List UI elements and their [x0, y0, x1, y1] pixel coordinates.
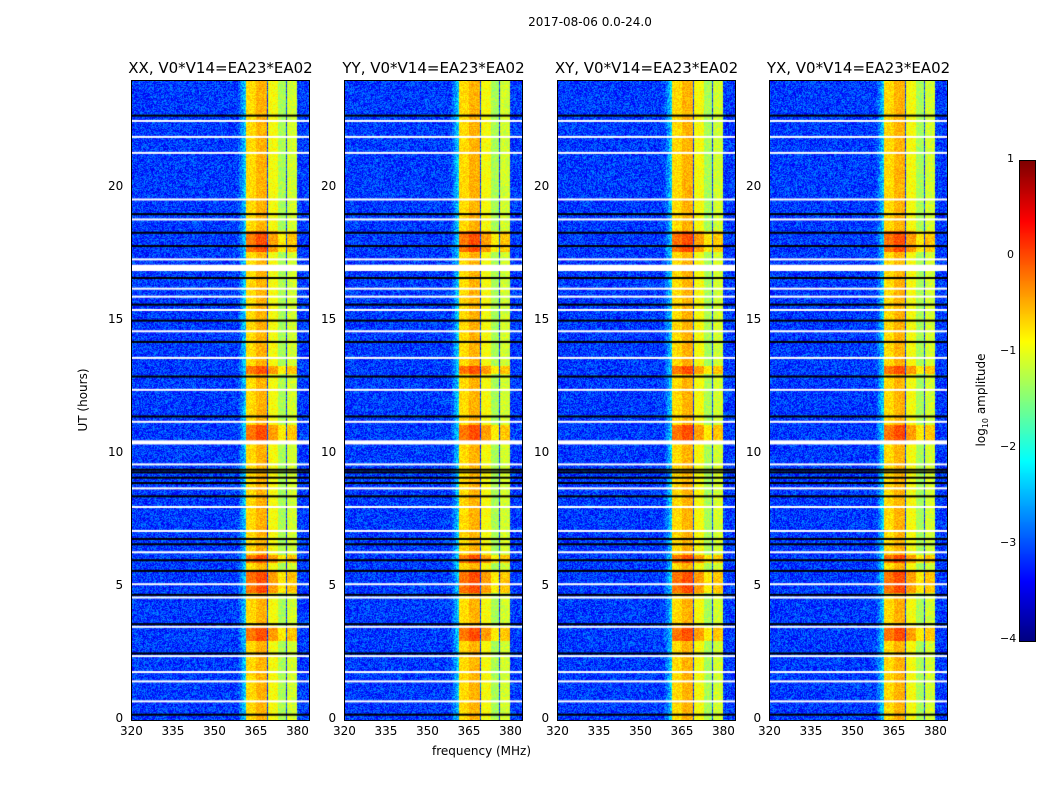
panel-title: XY, V0*V14=EA23*EA02	[554, 59, 739, 77]
colorbar-tick-label: −4	[1000, 632, 1017, 645]
heatmap-image	[770, 81, 947, 720]
waterfall-panel-3: YX, V0*V14=EA23*EA02	[767, 59, 950, 721]
colorbar-tick-label: 1	[1007, 152, 1014, 165]
x-tick-label: 365	[882, 724, 906, 738]
colorbar-label: log10 amplitude	[973, 353, 991, 447]
waterfall-panel-0: XX, V0*V14=EA23*EA02	[128, 59, 313, 721]
x-tick-label: 350	[415, 724, 439, 738]
y-tick-label: 20	[321, 178, 337, 193]
y-tick-label: 20	[746, 178, 762, 193]
y-tick-label: 5	[328, 577, 337, 592]
x-tick-label: 320	[120, 724, 143, 738]
heatmap-image	[558, 81, 735, 720]
figure-title: 2017-08-06 0.0-24.0	[528, 15, 652, 29]
colorbar-tick-label: −2	[1000, 440, 1017, 453]
x-tick-label: 365	[670, 724, 694, 738]
x-tick-label: 335	[161, 724, 185, 738]
y-tick-label: 5	[541, 577, 550, 592]
y-tick-label: 15	[746, 311, 762, 326]
y-tick-label: 0	[753, 711, 762, 725]
y-tick-label: 10	[108, 444, 124, 459]
x-tick-label: 335	[374, 724, 398, 738]
x-tick-label: 350	[840, 724, 864, 738]
panel-title: YX, V0*V14=EA23*EA02	[766, 59, 951, 77]
x-tick-label: 335	[799, 724, 823, 738]
y-tick-label: 10	[746, 444, 762, 459]
y-tick-label: 20	[108, 178, 124, 193]
x-tick-label: 320	[758, 724, 781, 738]
x-tick-label: 335	[587, 724, 611, 738]
x-tick-label: 380	[498, 724, 522, 738]
x-axis-label: frequency (MHz)	[432, 744, 532, 758]
colorbar-tick-label: 0	[1007, 248, 1014, 261]
y-tick-label: 5	[753, 577, 762, 592]
colorbar-tick-label: −3	[1000, 536, 1017, 549]
y-tick-label: 0	[115, 711, 124, 725]
x-tick-label: 320	[546, 724, 569, 738]
y-tick-label: 5	[115, 577, 124, 592]
x-tick-label: 320	[333, 724, 356, 738]
y-tick-label: 0	[328, 711, 337, 725]
heatmap-image	[345, 81, 522, 720]
y-axis-label: UT (hours)	[76, 368, 90, 432]
heatmap-image	[132, 81, 309, 720]
x-tick-label: 380	[711, 724, 735, 738]
panel-title: XX, V0*V14=EA23*EA02	[128, 59, 313, 77]
x-tick-label: 350	[202, 724, 226, 738]
x-tick-label: 350	[628, 724, 652, 738]
waterfall-panel-1: YY, V0*V14=EA23*EA02	[342, 59, 525, 721]
colorbar-tick-label: −1	[1000, 344, 1017, 357]
y-tick-label: 15	[321, 311, 337, 326]
x-tick-label: 365	[457, 724, 481, 738]
waterfall-panel-2: XY, V0*V14=EA23*EA02	[555, 59, 738, 721]
y-tick-label: 10	[321, 444, 337, 459]
panel-title: YY, V0*V14=EA23*EA02	[342, 59, 525, 77]
y-tick-label: 15	[534, 311, 550, 326]
y-tick-label: 15	[108, 311, 124, 326]
y-tick-label: 0	[541, 711, 550, 725]
x-tick-label: 380	[923, 724, 947, 738]
y-tick-label: 20	[534, 178, 550, 193]
x-tick-label: 365	[244, 724, 268, 738]
colorbar	[1019, 160, 1036, 642]
y-tick-label: 10	[534, 444, 550, 459]
x-tick-label: 380	[285, 724, 309, 738]
